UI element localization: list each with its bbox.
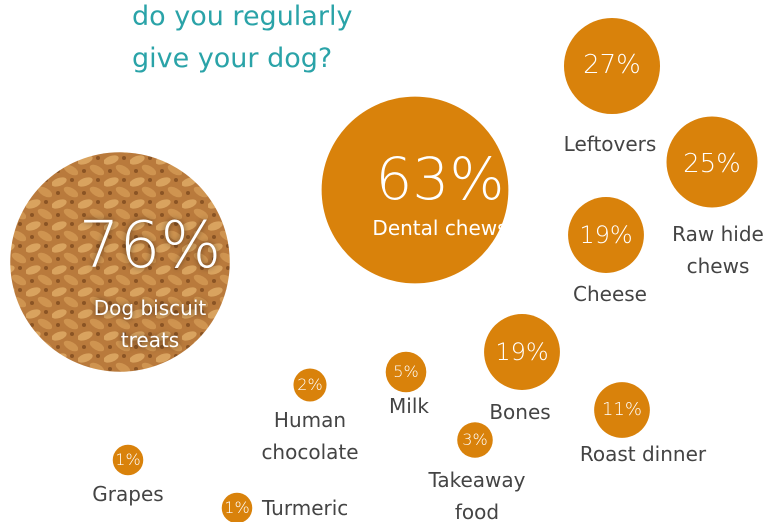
value-label: 27% bbox=[583, 50, 641, 81]
bubble bbox=[594, 382, 650, 438]
value-label: 1% bbox=[115, 450, 141, 470]
chart-title: do you regularly give your dog? bbox=[132, 1, 353, 74]
value-label: 63% bbox=[375, 145, 505, 214]
value-label: 3% bbox=[462, 430, 488, 450]
category-label: Leftovers bbox=[563, 132, 657, 156]
value-label: 19% bbox=[495, 337, 549, 366]
bubble bbox=[321, 96, 509, 284]
bubble bbox=[10, 152, 230, 372]
value-label: 25% bbox=[683, 149, 741, 180]
category-label: Grapes bbox=[92, 482, 164, 506]
category-label: Human chocolate bbox=[261, 408, 359, 464]
category-label: Bones bbox=[489, 400, 551, 424]
bubble bbox=[457, 422, 493, 458]
category-label: Cheese bbox=[573, 282, 647, 306]
category-label: Dental chews bbox=[372, 216, 508, 240]
category-label: Raw hide chews bbox=[672, 222, 764, 278]
bubble bbox=[112, 444, 144, 476]
bubble bbox=[568, 197, 644, 273]
value-label: 11% bbox=[601, 399, 642, 421]
bubble bbox=[666, 116, 758, 208]
bubble bbox=[221, 492, 253, 522]
category-label: Dog biscuit treats bbox=[93, 296, 207, 352]
category-label: Milk bbox=[389, 394, 429, 418]
value-label: 19% bbox=[579, 220, 633, 249]
bubble bbox=[385, 351, 427, 393]
bubble bbox=[484, 314, 560, 390]
category-label: Takeaway food bbox=[428, 468, 526, 522]
value-label: 76% bbox=[78, 208, 222, 283]
bubble bbox=[563, 17, 661, 115]
category-label: Roast dinner bbox=[579, 442, 707, 466]
bubble bbox=[293, 368, 327, 402]
value-label: 5% bbox=[393, 362, 419, 382]
value-label: 2% bbox=[297, 375, 323, 395]
value-label: 1% bbox=[224, 498, 250, 518]
category-label: Turmeric bbox=[262, 496, 349, 520]
